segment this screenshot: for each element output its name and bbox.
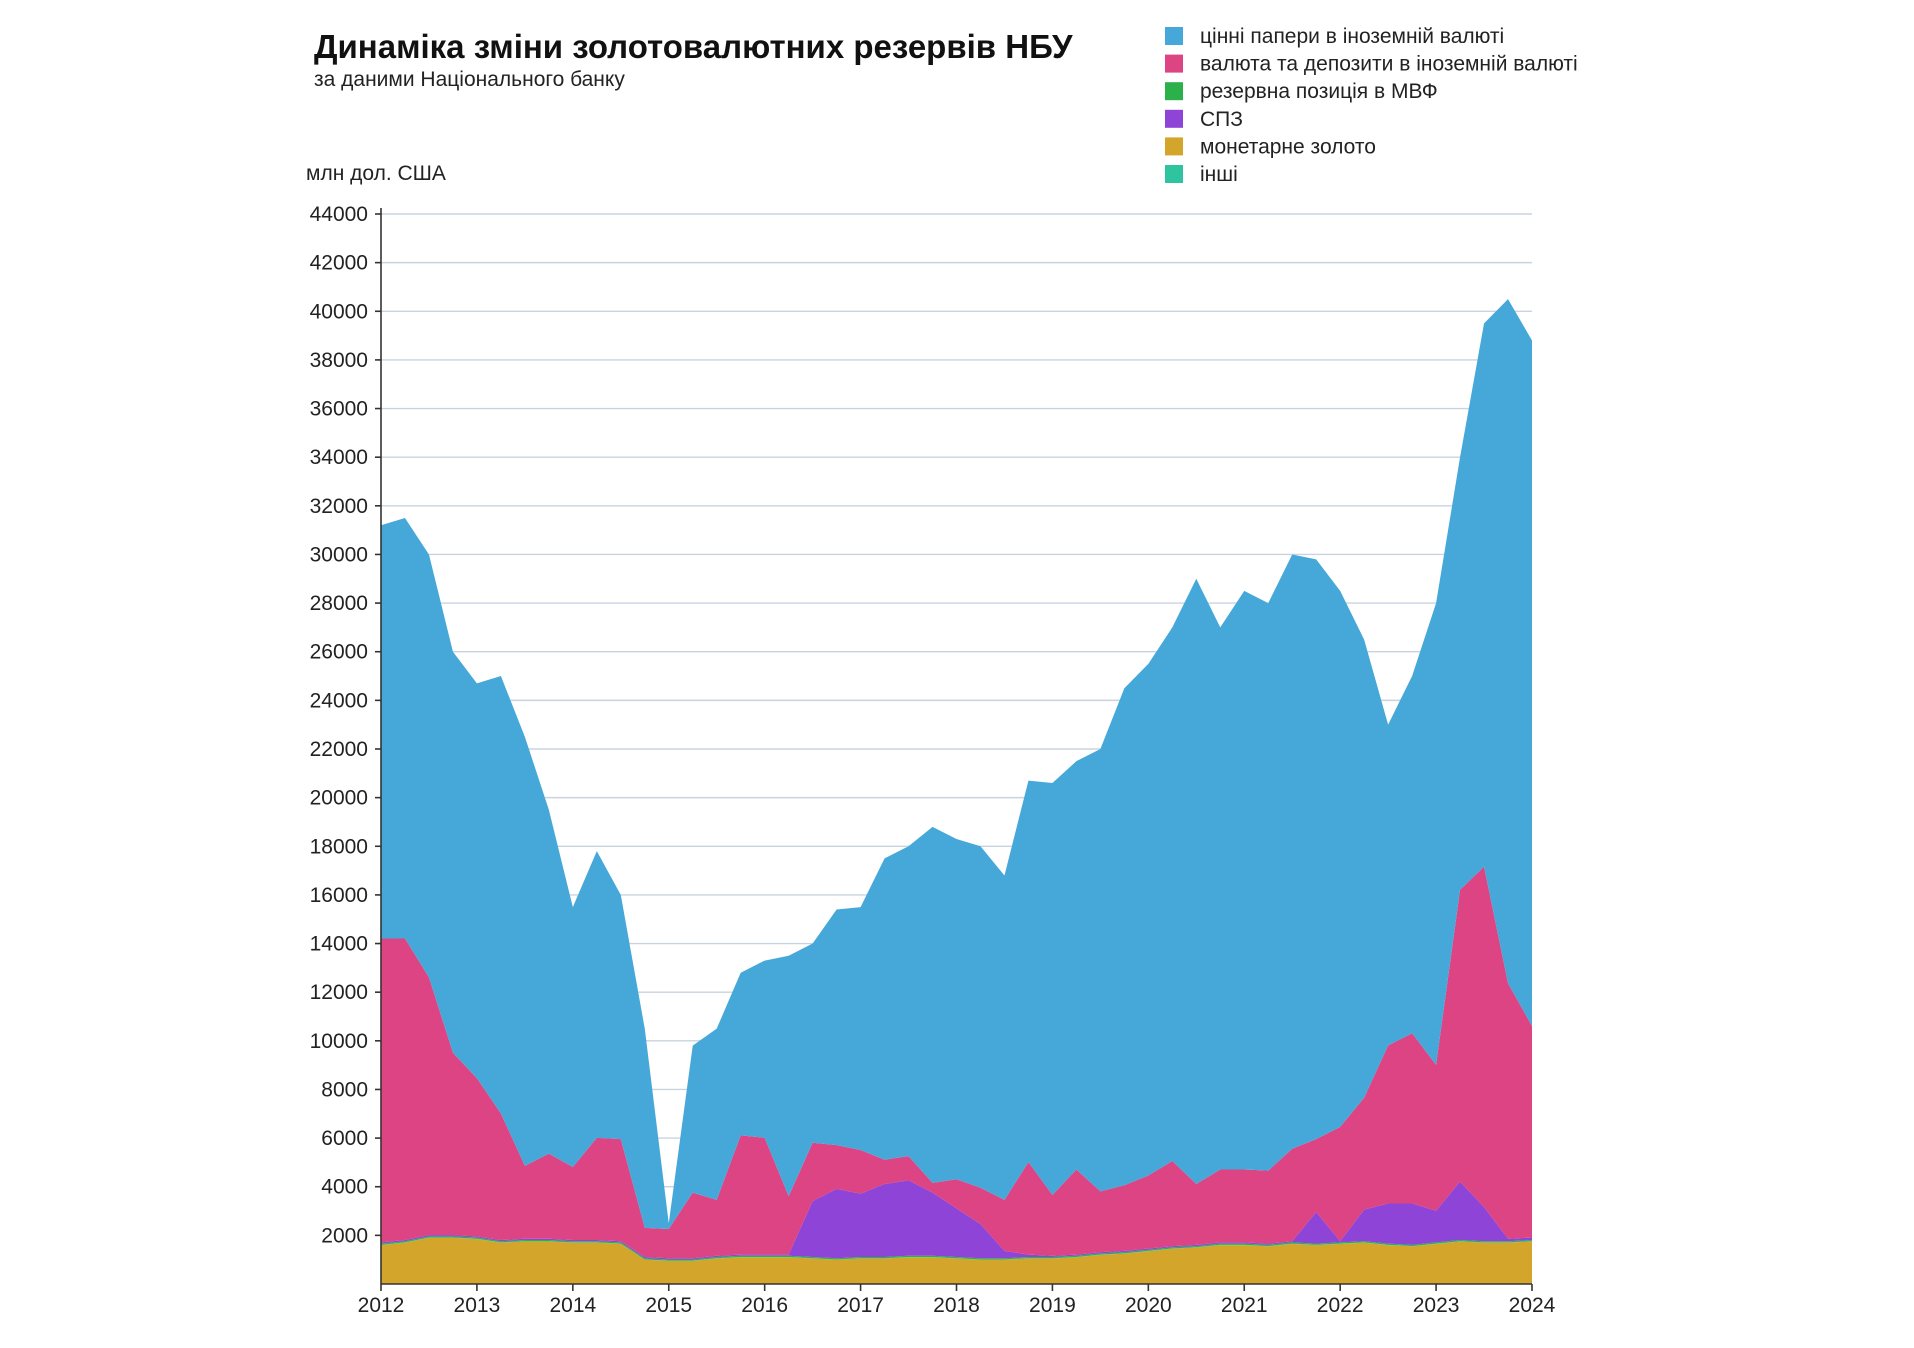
y-tick-label: 44000 (310, 203, 368, 226)
x-tick-label: 2013 (454, 1294, 501, 1317)
y-axis-ticks: 2000 4000 6000 8000 10000 12000 14000 16000 1800… (310, 203, 381, 1247)
x-tick-label: 2022 (1317, 1294, 1364, 1317)
legend: цінні папери в іноземній валюті валюта та… (1165, 25, 1578, 186)
y-tick-label: 12000 (310, 981, 368, 1004)
x-axis-ticks: 2012 2013 2014 2015 2016 2017 2018 2019 2020 2021… (358, 1284, 1556, 1317)
legend-swatch (1165, 109, 1183, 128)
legend-label: СПЗ (1200, 108, 1243, 131)
x-tick-label: 2024 (1509, 1294, 1556, 1317)
area-series-4 (381, 866, 1532, 1259)
y-tick-label: 28000 (310, 592, 368, 615)
legend-swatch (1165, 27, 1183, 45)
y-tick-label: 20000 (310, 787, 368, 810)
y-tick-label: 6000 (321, 1127, 368, 1150)
chart-title: Динаміка зміни золотовалютних резервів Н… (314, 28, 1073, 65)
legend-label: інші (1200, 163, 1238, 186)
y-tick-label: 32000 (310, 495, 368, 518)
x-tick-label: 2012 (358, 1294, 405, 1317)
y-tick-label: 40000 (310, 300, 368, 323)
y-tick-label: 8000 (321, 1078, 368, 1101)
x-tick-label: 2016 (741, 1294, 788, 1317)
x-tick-label: 2020 (1125, 1294, 1172, 1317)
x-tick-label: 2019 (1029, 1294, 1076, 1317)
y-tick-label: 36000 (310, 398, 368, 421)
legend-label: монетарне золото (1200, 135, 1376, 158)
legend-swatch (1165, 165, 1183, 183)
y-tick-label: 34000 (310, 446, 368, 469)
legend-label: валюта та депозити в іноземній валюті (1200, 53, 1578, 76)
y-tick-label: 18000 (310, 835, 368, 858)
chart-subtitle: за даними Національного банку (314, 68, 625, 91)
legend-swatch (1165, 137, 1183, 156)
y-tick-label: 24000 (310, 689, 368, 712)
x-tick-label: 2023 (1413, 1294, 1460, 1317)
y-axis-unit-label: млн дол. США (306, 162, 446, 185)
x-tick-label: 2015 (645, 1294, 692, 1317)
area-series-3 (381, 1180, 1532, 1260)
x-tick-label: 2017 (837, 1294, 884, 1317)
y-tick-label: 10000 (310, 1030, 368, 1053)
y-tick-label: 14000 (310, 933, 368, 956)
stacked-areas (381, 299, 1532, 1284)
y-tick-label: 16000 (310, 884, 368, 907)
area-series-5 (381, 299, 1532, 1230)
legend-label: цінні папери в іноземній валюті (1200, 25, 1504, 48)
x-tick-label: 2018 (933, 1294, 980, 1317)
y-tick-label: 26000 (310, 641, 368, 664)
x-tick-label: 2014 (549, 1294, 596, 1317)
y-tick-label: 30000 (310, 543, 368, 566)
legend-label: резервна позиція в МВФ (1200, 80, 1438, 103)
y-tick-label: 4000 (321, 1176, 368, 1199)
y-tick-label: 38000 (310, 349, 368, 372)
y-tick-label: 42000 (310, 252, 368, 275)
x-tick-label: 2021 (1221, 1294, 1268, 1317)
legend-swatch (1165, 54, 1183, 73)
y-tick-label: 2000 (321, 1224, 368, 1247)
y-tick-label: 22000 (310, 738, 368, 761)
area-series-0 (381, 1237, 1532, 1284)
legend-swatch (1165, 82, 1183, 101)
